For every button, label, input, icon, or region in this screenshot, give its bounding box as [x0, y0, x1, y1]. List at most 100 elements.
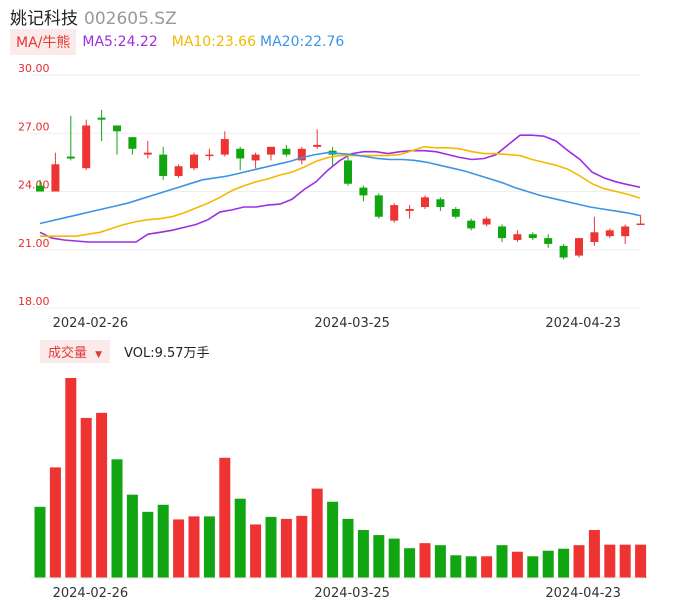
stock-header: 姚记科技 002605.SZ	[10, 4, 177, 29]
volume-bar	[173, 519, 185, 578]
candle-body	[174, 166, 183, 176]
y-tick-label: 18.00	[18, 295, 50, 308]
stock-name: 姚记科技	[10, 9, 78, 29]
volume-x-tick-label: 2024-04-23	[545, 586, 621, 601]
ma10-label: MA10:23.66	[171, 34, 257, 50]
candle-body	[220, 139, 229, 155]
volume-bar	[419, 543, 431, 578]
volume-bar	[434, 545, 446, 578]
ma5-line	[39, 134, 641, 243]
candle-body	[251, 154, 260, 161]
candle-body	[297, 148, 306, 161]
triangle-down-icon: ▼	[95, 349, 103, 360]
candle-body	[282, 148, 291, 155]
volume-bar	[188, 516, 200, 578]
y-tick-label: 21.00	[18, 237, 50, 250]
candle-body	[313, 144, 322, 147]
ma10-line	[40, 145, 641, 237]
volume-bar	[296, 515, 308, 578]
x-tick-label: 2024-04-23	[545, 316, 621, 331]
volume-bar	[542, 550, 554, 578]
volume-bar	[635, 544, 647, 578]
volume-indicator-selector[interactable]: 成交量 ▼	[40, 339, 111, 363]
volume-bar	[219, 457, 231, 578]
volume-bar	[49, 467, 61, 578]
ma-legend: MA/牛熊 MA5:24.22 MA10:23.66 MA20:22.76	[10, 29, 348, 55]
volume-legend: 成交量 ▼ VOL:9.57万手	[40, 339, 210, 363]
volume-bar	[142, 511, 154, 578]
y-tick-label: 30.00	[18, 62, 50, 75]
volume-bar	[496, 545, 508, 578]
candle-body	[143, 152, 152, 155]
candle-body	[159, 154, 168, 176]
candle-body	[36, 185, 44, 192]
candle-body	[359, 187, 368, 196]
candle-body	[575, 238, 583, 256]
candle-body	[636, 223, 645, 226]
volume-bar	[588, 530, 600, 578]
volume-bar	[357, 530, 369, 578]
volume-bar	[311, 488, 323, 578]
volume-bar	[481, 556, 493, 578]
volume-bar	[342, 518, 354, 578]
candle-body	[513, 234, 522, 241]
volume-value: VOL:9.57万手	[124, 345, 210, 361]
candle-body	[66, 156, 75, 159]
candle-body	[498, 226, 506, 239]
candle-body	[451, 208, 460, 217]
ma5-label: MA5:24.22	[82, 34, 158, 50]
candle-body	[605, 230, 614, 237]
x-tick-label: 2024-03-25	[314, 316, 390, 331]
y-tick-label: 27.00	[18, 120, 50, 133]
candle-body	[113, 125, 121, 132]
candle-body	[528, 234, 537, 239]
volume-bar	[250, 524, 262, 578]
candle-body	[236, 148, 245, 159]
candle-body	[267, 146, 275, 155]
volume-x-tick-label: 2024-03-25	[314, 586, 390, 601]
volume-bar	[80, 417, 92, 578]
volume-indicator-label: 成交量	[48, 345, 88, 361]
candle-body	[467, 220, 476, 229]
volume-bar	[388, 538, 400, 578]
volume-bar	[619, 544, 631, 578]
volume-bar	[527, 556, 539, 578]
volume-bar	[450, 555, 462, 578]
volume-bar	[404, 548, 416, 578]
volume-bar	[373, 535, 385, 578]
volume-x-tick-label: 2024-02-26	[53, 586, 129, 601]
volume-bar	[558, 548, 570, 578]
volume-bar	[111, 459, 123, 578]
volume-bar	[265, 516, 277, 578]
ma20-label: MA20:22.76	[260, 34, 345, 50]
volume-bar	[234, 498, 246, 578]
volume-bar	[203, 516, 215, 578]
candle-body	[405, 208, 414, 211]
candle-body	[590, 232, 599, 242]
candle-body	[128, 137, 137, 149]
candle-body	[205, 154, 214, 157]
candle-body	[51, 164, 60, 192]
candle-body	[190, 154, 198, 169]
candle-body	[436, 199, 445, 208]
volume-bar	[126, 494, 138, 578]
candle-body	[344, 160, 352, 184]
candle-body	[374, 195, 383, 217]
volume-bar	[34, 506, 46, 578]
candle-body	[421, 197, 429, 208]
volume-bar	[511, 551, 523, 578]
candle-body	[559, 245, 568, 258]
x-tick-label: 2024-02-26	[53, 316, 129, 331]
candle-body	[482, 218, 491, 225]
ma-type-selector[interactable]: MA/牛熊	[10, 29, 77, 55]
candle-body	[544, 238, 553, 244]
ma20-line	[39, 151, 641, 225]
volume-bar	[465, 556, 477, 578]
stock-code: 002605.SZ	[84, 9, 177, 29]
volume-bar	[573, 545, 585, 578]
candle-body	[621, 226, 630, 237]
volume-bar	[280, 518, 292, 578]
candle-body	[97, 117, 106, 120]
y-tick-label: 24.00	[18, 179, 50, 192]
